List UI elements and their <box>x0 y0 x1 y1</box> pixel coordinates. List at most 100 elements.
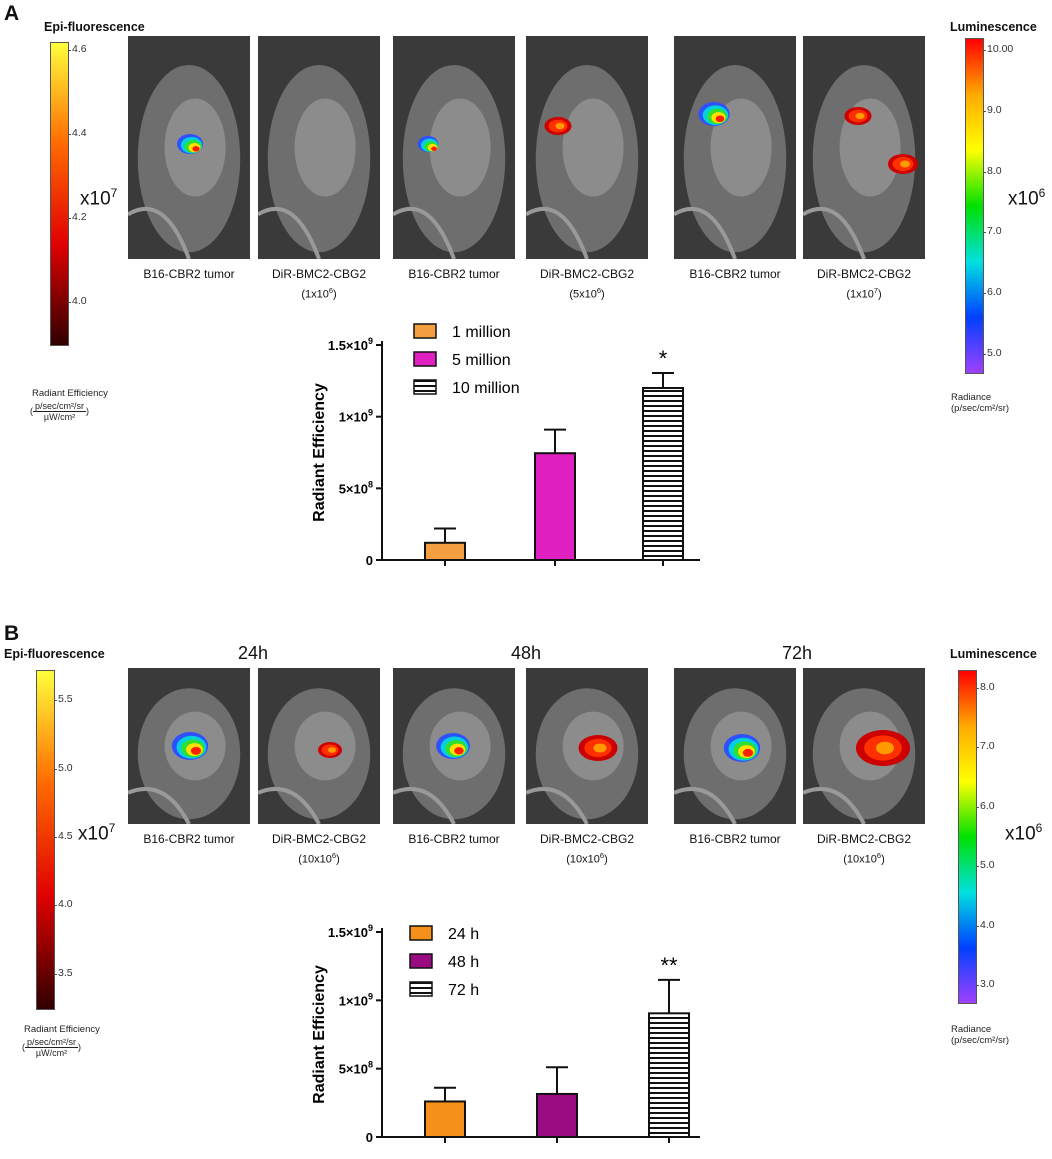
panel-b-epi-tick-label: 4.0 <box>58 898 73 911</box>
panel-b-lum-tick-mark <box>976 925 979 927</box>
panel-b-epi-tick-label: 3.5 <box>58 966 73 979</box>
time-label-48h: 48h <box>511 643 542 663</box>
panel-a-lum-tick-mark <box>983 110 986 112</box>
tumor-image <box>393 668 515 824</box>
image-label: B16-CBR2 tumor <box>143 832 235 846</box>
panel-b-lum-tick-mark <box>976 866 979 868</box>
luminescence-signal <box>698 102 730 126</box>
legend-swatch <box>409 981 433 997</box>
image-sublabel: (1x107) <box>846 286 882 301</box>
image-label: B16-CBR2 tumor <box>408 832 500 846</box>
panel-a-lum-tick-mark <box>983 50 986 52</box>
panel-b-epi-tick-mark <box>54 973 57 975</box>
y-tick-label: 1.5×109 <box>328 923 373 940</box>
panel-b-letter: B <box>4 622 20 645</box>
y-tick-label: 0 <box>366 1130 373 1145</box>
y-tick-label: 1.5×109 <box>328 336 373 353</box>
image-sublabel: (10x106) <box>298 851 340 866</box>
panel-a-lum-tick-mark <box>983 293 986 295</box>
y-tick-label: 1×109 <box>339 991 373 1008</box>
image-label: B16-CBR2 tumor <box>143 267 235 281</box>
panel-a-lum-tick-label: 6.0 <box>987 286 1002 299</box>
panel-a-epi-tick-mark <box>68 302 71 304</box>
fluorescence-signal <box>578 735 618 761</box>
panel-b-epi-tick-mark <box>54 836 57 838</box>
tumor-image <box>674 668 796 824</box>
image-sublabel: (10x106) <box>566 851 608 866</box>
panel-a-epi-tick-mark <box>68 218 71 220</box>
panel-a-epi-tick-label: 4.2 <box>72 211 87 224</box>
panel-a-lum-tick-mark <box>983 171 986 173</box>
bar-72-h <box>648 1012 690 1138</box>
y-tick-label: 5×108 <box>339 1060 373 1077</box>
panel-b-epi-tick-label: 5.0 <box>58 761 73 774</box>
legend-swatch <box>413 351 437 367</box>
panel-b-lum-tick-label: 6.0 <box>980 799 995 812</box>
cell-image <box>526 668 648 824</box>
panel-b-lum-tick-mark <box>976 806 979 808</box>
tumor-image <box>128 36 250 259</box>
panel-a-lum-tick-label: 5.0 <box>987 346 1002 359</box>
image-sublabel: (5x106) <box>569 286 605 301</box>
image-label: B16-CBR2 tumor <box>689 832 781 846</box>
y-axis-label: Radiant Efficiency <box>311 965 328 1104</box>
fluorescence-signal <box>856 730 910 766</box>
luminescence-signal <box>417 136 439 152</box>
panel-a-epi-unit-label: Radiant Efficiency <box>32 388 108 399</box>
legend-swatch <box>409 925 433 941</box>
fluorescence-signal <box>544 117 572 135</box>
luminescence-signal <box>436 733 470 759</box>
luminescence-signal <box>723 734 761 762</box>
image-label: DiR-BMC2-CBG2 <box>271 832 366 846</box>
panel-b-epi-unit-fraction: (p/sec/cm²/sr µW/cm²) <box>22 1037 82 1058</box>
panel-a-epi-tick-label: 4.4 <box>72 127 87 140</box>
legend-label: 24 h <box>448 926 479 943</box>
panel-b-lum-tick-label: 8.0 <box>980 680 995 693</box>
panel-a-lum-tick-label: 7.0 <box>987 225 1002 238</box>
panel-b-epi-unit-label: Radiant Efficiency <box>24 1024 100 1035</box>
bar-24-h <box>424 1100 466 1138</box>
panel-b-lum-tick-label: 4.0 <box>980 918 995 931</box>
fluorescence-signal <box>318 742 342 758</box>
panel-b-lum-unit-label: Radiance (p/sec/cm²/sr) <box>951 1024 1010 1046</box>
image-label: DiR-BMC2-CBG2 <box>539 267 634 281</box>
panel-a-lum-colorbar <box>965 38 984 374</box>
panel-a-epi-tick-label: 4.6 <box>72 43 87 56</box>
bar-10-million <box>642 387 684 561</box>
image-label: DiR-BMC2-CBG2 <box>816 267 911 281</box>
image-label: DiR-BMC2-CBG2 <box>816 832 911 846</box>
tumor-image <box>393 36 515 259</box>
panel-b-lum-tick-label: 3.0 <box>980 978 995 991</box>
panel-a-epi-tick-mark <box>68 50 71 52</box>
y-axis-label: Radiant Efficiency <box>311 383 328 522</box>
panel-a-epi-tick-mark <box>68 134 71 136</box>
panel-b-epi-tick-label: 5.5 <box>58 693 73 706</box>
y-tick-label: 1×109 <box>339 408 373 425</box>
panel-a-epi-title: Epi-fluorescence <box>44 20 145 34</box>
legend-label: 1 million <box>452 324 511 341</box>
cell-image <box>803 668 925 824</box>
legend-label: 48 h <box>448 954 479 971</box>
y-tick-label: 5×108 <box>339 479 373 496</box>
panel-a-lum-tick-label: 9.0 <box>987 103 1002 116</box>
panel-a-lum-tick-mark <box>983 353 986 355</box>
legend-swatch <box>413 323 437 339</box>
panel-b-epi-title: Epi-fluorescence <box>4 647 105 661</box>
panel-a-lum-tick-mark <box>983 232 986 234</box>
tumor-image <box>128 668 250 824</box>
image-label: DiR-BMC2-CBG2 <box>271 267 366 281</box>
panel-b-lum-tick-mark <box>976 747 979 749</box>
y-tick-label: 0 <box>366 553 373 568</box>
panel-b-epi-tick-mark <box>54 768 57 770</box>
panel-a-epi-tick-label: 4.0 <box>72 295 87 308</box>
panel-b-lum-title: Luminescence <box>950 647 1037 661</box>
tumor-image <box>674 36 796 259</box>
panel-b-epi-tick-label: 4.5 <box>58 829 73 842</box>
panel-b-lum-tick-label: 7.0 <box>980 740 995 753</box>
panel-b-epi-tick-mark <box>54 700 57 702</box>
significance-marker: ** <box>660 953 678 978</box>
panel-b-bar-chart: Radiant Efficiency 0 5×108 1×109 1.5×109 ** 24… <box>311 923 700 1145</box>
time-label-72h: 72h <box>782 643 813 663</box>
time-label-24h: 24h <box>238 643 269 663</box>
panel-a-lum-multiplier: x106 <box>1008 186 1046 210</box>
